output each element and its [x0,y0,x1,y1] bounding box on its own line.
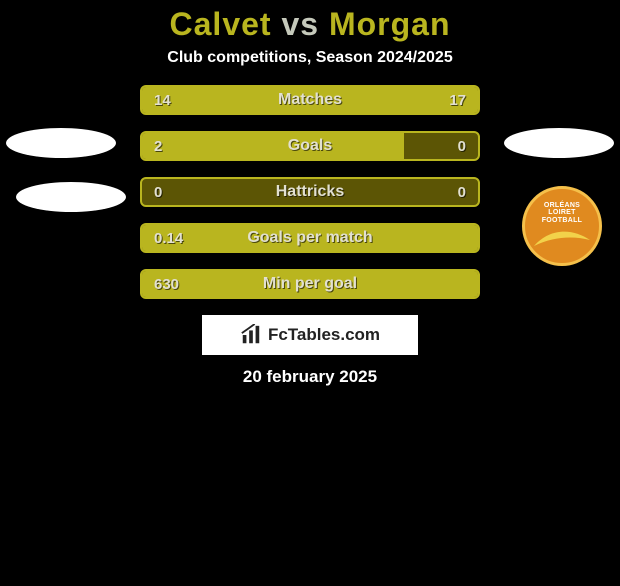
club-badge-line3: FOOTBALL [542,217,583,224]
stat-left-bar [142,87,293,113]
stat-left-bar [142,225,478,251]
club-badge-swoosh-icon [532,226,592,250]
club-badge-line1: ORLÉANS [544,202,580,209]
stat-row-matches: Matches1417 [140,85,480,115]
page-title: Calvet vs Morgan [0,6,620,43]
stat-value-left: 0 [154,179,162,205]
date-text: 20 february 2025 [0,367,620,387]
stat-label: Hattricks [142,179,478,205]
stat-left-bar [142,271,478,297]
watermark: FcTables.com [202,315,418,355]
stat-value-right: 0 [458,179,466,205]
bar-chart-icon [240,324,262,346]
player-right-avatar-1 [504,128,614,158]
subtitle-text: Club competitions, Season 2024/2025 [167,49,452,66]
player-left-avatar-1 [6,128,116,158]
stat-value-right: 0 [458,133,466,159]
stat-row-min-per-goal: Min per goal630 [140,269,480,299]
club-badge-line2: LOIRET [548,209,575,216]
stat-right-bar [293,87,478,113]
title-vs: vs [272,6,329,42]
title-right: Morgan [329,6,451,42]
stat-left-bar [142,133,404,159]
stat-row-hattricks: Hattricks0 0 [140,177,480,207]
stat-row-goals-per-match: Goals per match0.14 [140,223,480,253]
player-left-avatar-2 [16,182,126,212]
stat-row-goals: Goals20 [140,131,480,161]
club-badge-right: ORLÉANS LOIRET FOOTBALL [522,186,602,266]
title-left: Calvet [170,6,272,42]
watermark-text: FcTables.com [268,325,380,345]
subtitle: Club competitions, Season 2024/2025 [0,49,620,67]
